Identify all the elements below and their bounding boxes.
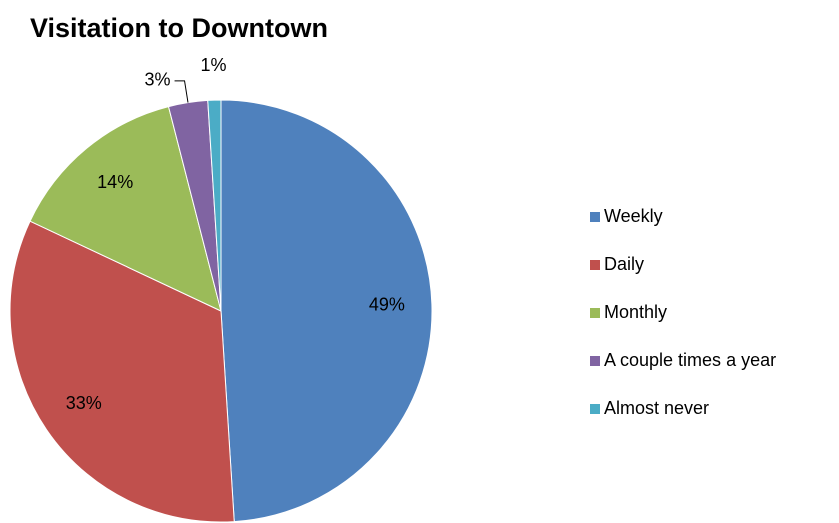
data-label: 3% <box>145 70 171 90</box>
legend-label: Daily <box>604 254 644 274</box>
pie-slice <box>9 220 235 523</box>
pie-slice <box>207 99 222 312</box>
legend-swatch <box>590 212 600 222</box>
legend-swatch <box>590 308 600 318</box>
legend-label: Weekly <box>604 206 663 226</box>
legend-swatch <box>590 356 600 366</box>
legend-label: Almost never <box>604 398 709 418</box>
pie-slice <box>29 106 222 312</box>
data-label: 33% <box>66 393 102 413</box>
data-label: 14% <box>97 172 133 192</box>
pie-slice <box>220 99 433 523</box>
legend-swatch <box>590 404 600 414</box>
legend-label: Monthly <box>604 302 667 322</box>
data-label: 1% <box>201 55 227 75</box>
chart-title: Visitation to Downtown <box>30 13 328 43</box>
legend-swatch <box>590 260 600 270</box>
leader-line <box>174 80 189 103</box>
legend-label: A couple times a year <box>604 350 776 370</box>
data-label: 49% <box>369 295 405 315</box>
